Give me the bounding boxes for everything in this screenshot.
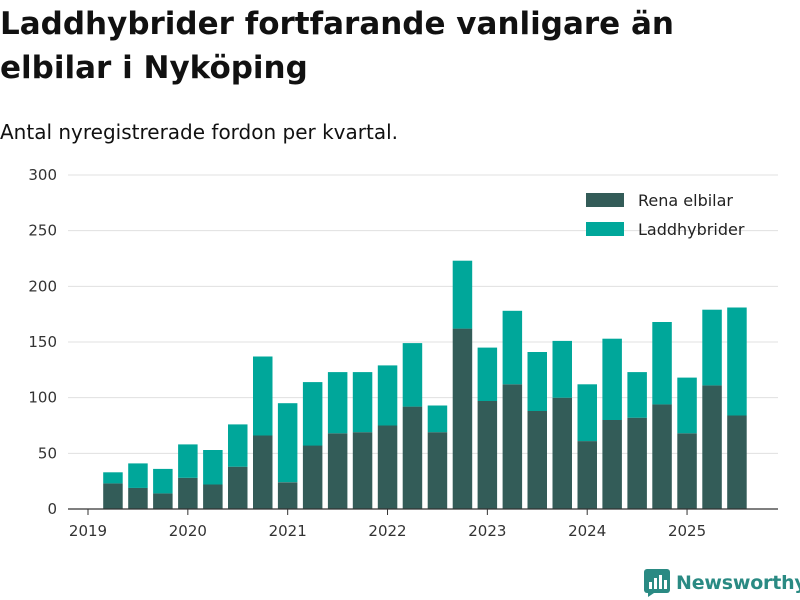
bar-laddhybrider bbox=[477, 347, 498, 401]
bar-rena-elbilar bbox=[627, 417, 647, 509]
bar-rena-elbilar bbox=[377, 425, 398, 509]
bar-laddhybrider bbox=[577, 384, 597, 442]
y-tick-label: 150 bbox=[28, 333, 57, 351]
bar-laddhybrider bbox=[103, 472, 123, 484]
bar-rena-elbilar bbox=[527, 411, 547, 509]
newsworthy-logo-text: Newsworthy bbox=[676, 572, 800, 594]
bar-laddhybrider bbox=[677, 377, 697, 434]
bar-laddhybrider bbox=[502, 310, 523, 385]
x-tick-label: 2019 bbox=[69, 522, 107, 540]
bar-laddhybrider bbox=[327, 372, 348, 434]
bar-rena-elbilar bbox=[552, 397, 572, 509]
bar-laddhybrider bbox=[527, 352, 547, 411]
bar-laddhybrider bbox=[652, 322, 672, 405]
bar-laddhybrider bbox=[402, 343, 423, 407]
x-tick-label: 2024 bbox=[568, 522, 606, 540]
chart-subtitle: Antal nyregistrerade fordon per kvartal. bbox=[0, 120, 399, 144]
newsworthy-logo-icon bbox=[644, 569, 670, 597]
bar-rena-elbilar bbox=[577, 441, 597, 509]
y-tick-label: 250 bbox=[28, 222, 57, 240]
bar-rena-elbilar bbox=[427, 432, 448, 509]
bar-rena-elbilar bbox=[402, 406, 423, 509]
bar-rena-elbilar bbox=[352, 432, 373, 509]
legend-swatch-rena-elbilar bbox=[586, 193, 624, 207]
x-tick-label: 2022 bbox=[368, 522, 406, 540]
newsworthy-logo: Newsworthy bbox=[644, 569, 800, 597]
bar-laddhybrider bbox=[178, 444, 198, 478]
bar-rena-elbilar bbox=[128, 487, 148, 509]
bar-laddhybrider bbox=[153, 468, 173, 494]
bar-rena-elbilar bbox=[702, 385, 722, 509]
bar-rena-elbilar bbox=[727, 415, 747, 509]
bar-rena-elbilar bbox=[178, 477, 198, 509]
x-tick-label: 2020 bbox=[169, 522, 207, 540]
x-tick-label: 2023 bbox=[468, 522, 506, 540]
bar-laddhybrider bbox=[128, 463, 148, 488]
bar-rena-elbilar bbox=[153, 493, 173, 509]
x-tick-label: 2025 bbox=[668, 522, 706, 540]
y-tick-label: 50 bbox=[38, 444, 57, 462]
bar-laddhybrider bbox=[602, 338, 622, 420]
bar-laddhybrider bbox=[228, 424, 248, 467]
chart-title: Laddhybrider fortfarande vanligare än el… bbox=[0, 6, 674, 86]
y-tick-label: 300 bbox=[28, 166, 57, 184]
legend-label-rena-elbilar: Rena elbilar bbox=[638, 191, 733, 210]
bar-laddhybrider bbox=[727, 307, 747, 416]
bar-rena-elbilar bbox=[302, 445, 323, 509]
y-tick-label: 0 bbox=[47, 500, 57, 518]
bar-laddhybrider bbox=[552, 340, 572, 398]
bar-laddhybrider bbox=[352, 372, 373, 433]
bar-rena-elbilar bbox=[253, 435, 273, 509]
y-tick-label: 200 bbox=[28, 277, 57, 295]
bar-rena-elbilar bbox=[452, 328, 473, 509]
bar-rena-elbilar bbox=[327, 433, 348, 509]
bar-laddhybrider bbox=[302, 382, 323, 446]
legend-swatch-laddhybrider bbox=[586, 222, 624, 236]
bar-laddhybrider bbox=[627, 372, 647, 418]
bar-laddhybrider bbox=[277, 403, 298, 483]
bar-rena-elbilar bbox=[652, 404, 672, 509]
bar-rena-elbilar bbox=[677, 433, 697, 509]
bar-laddhybrider bbox=[427, 405, 448, 433]
bar-rena-elbilar bbox=[602, 419, 622, 509]
legend-label-laddhybrider: Laddhybrider bbox=[638, 220, 745, 239]
bar-rena-elbilar bbox=[477, 401, 498, 509]
bar-rena-elbilar bbox=[502, 384, 523, 509]
bar-rena-elbilar bbox=[203, 484, 223, 509]
bar-laddhybrider bbox=[377, 365, 398, 426]
bar-rena-elbilar bbox=[103, 483, 123, 509]
y-tick-label: 100 bbox=[28, 389, 57, 407]
bar-laddhybrider bbox=[253, 356, 273, 436]
bar-rena-elbilar bbox=[277, 482, 298, 509]
bar-laddhybrider bbox=[452, 260, 473, 329]
bar-laddhybrider bbox=[702, 309, 722, 386]
x-tick-label: 2021 bbox=[269, 522, 307, 540]
bar-laddhybrider bbox=[203, 450, 223, 485]
bar-rena-elbilar bbox=[228, 466, 248, 509]
